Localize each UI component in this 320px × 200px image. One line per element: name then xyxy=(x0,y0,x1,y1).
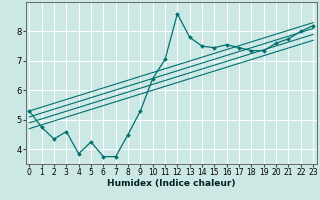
X-axis label: Humidex (Indice chaleur): Humidex (Indice chaleur) xyxy=(107,179,236,188)
